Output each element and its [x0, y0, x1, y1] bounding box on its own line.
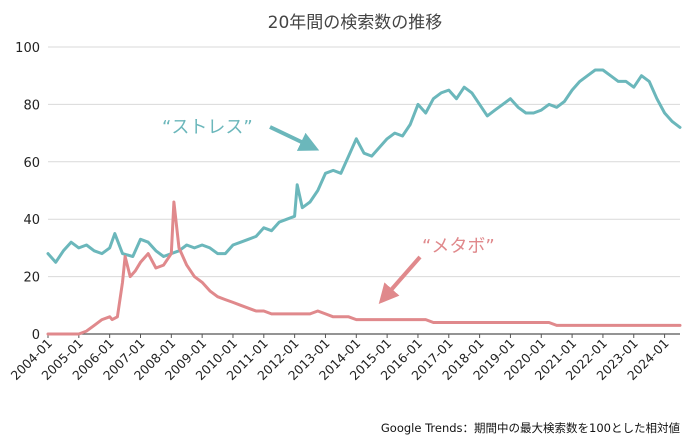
annotation-label-stress: “ストレス” [162, 117, 253, 138]
source-note: Google Trends：期間中の最大検索数を100とした相対値 [381, 421, 681, 435]
chart-title: 20年間の検索数の推移 [268, 13, 443, 33]
y-tick-label: 60 [23, 156, 40, 171]
y-tick-label: 80 [23, 98, 40, 113]
grid-lines [48, 46, 680, 335]
y-tick-label: 100 [15, 41, 40, 56]
annotation-arrow-stress [269, 125, 320, 151]
annotation-arrow-metabo [378, 255, 422, 305]
annotation-label-metabo: “メタボ” [422, 236, 495, 257]
y-tick-label: 20 [23, 271, 40, 286]
y-tick-labels: 0 20 40 60 80 100 [15, 41, 40, 343]
series-line-metabo [46, 200, 682, 336]
series-lines [46, 68, 682, 336]
annotations: “ストレス” “メタボ” [162, 117, 495, 305]
y-tick-label: 40 [23, 213, 40, 228]
y-tick-label: 0 [32, 328, 40, 343]
x-tick-labels: 2004-012005-012006-012007-012008-012009-… [8, 334, 672, 383]
series-line-stress [46, 68, 682, 264]
